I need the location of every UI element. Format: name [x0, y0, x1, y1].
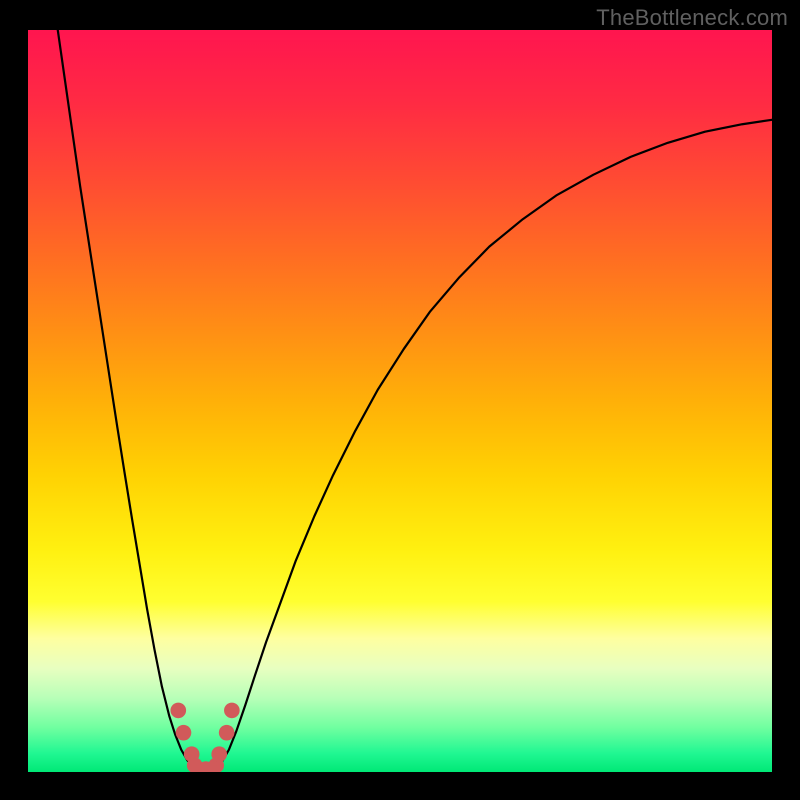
- bottleneck-curve-right-arm: [206, 120, 772, 772]
- data-point-marker: [219, 725, 235, 741]
- data-point-marker: [224, 703, 240, 719]
- bottleneck-curve-left-arm: [58, 30, 206, 772]
- data-point-marker: [170, 703, 186, 719]
- data-point-marker: [211, 746, 227, 762]
- data-point-marker: [176, 725, 192, 741]
- watermark-text: TheBottleneck.com: [596, 5, 788, 31]
- plot-area: [28, 30, 772, 772]
- curve-layer: [28, 30, 772, 772]
- chart-frame: [0, 0, 800, 800]
